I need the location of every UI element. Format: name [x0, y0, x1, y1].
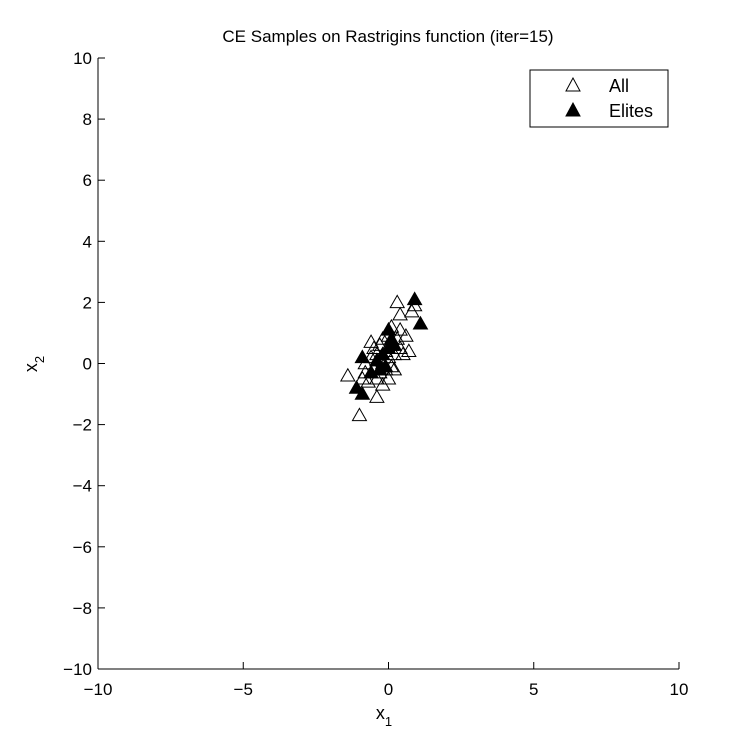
chart-title: CE Samples on Rastrigins function (iter=… — [222, 27, 553, 46]
all-point — [395, 346, 411, 361]
y-tick-label: −8 — [73, 599, 92, 618]
all-point — [392, 321, 408, 336]
elite-point — [406, 291, 423, 306]
y-tick-label: 4 — [83, 232, 92, 251]
legend-label-elites: Elites — [609, 101, 653, 121]
x-axis-label-base: x — [376, 703, 385, 723]
all-point — [392, 306, 408, 321]
x-axis-label-sub: 1 — [385, 714, 392, 729]
x-axis-label: x1 — [376, 703, 392, 729]
all-point — [398, 327, 414, 342]
y-tick-label: −10 — [63, 660, 92, 679]
all-point — [400, 343, 417, 358]
y-tick-label: 6 — [83, 171, 92, 190]
all-point — [363, 334, 379, 348]
all-point — [351, 407, 368, 422]
y-ticks: −10 −8 −6 −4 −2 0 2 4 6 8 10 — [63, 49, 105, 679]
legend-box — [529, 69, 669, 128]
y-axis-label-base: x — [21, 363, 41, 372]
legend-elites-marker-icon — [565, 101, 581, 117]
elite-point — [386, 337, 403, 351]
x-tick-label: 0 — [384, 680, 393, 699]
elite-point — [354, 349, 371, 364]
x-tick-label: 5 — [529, 680, 538, 699]
all-point — [339, 367, 356, 382]
legend-all-marker-icon — [565, 76, 581, 92]
legend-label-all: All — [609, 76, 629, 96]
elite-point — [354, 386, 371, 400]
x-tick-label: −10 — [84, 680, 113, 699]
elite-point — [380, 321, 397, 336]
y-tick-label: −6 — [73, 538, 92, 557]
y-tick-label: −2 — [73, 416, 92, 435]
y-axis-label: x2 — [21, 356, 47, 372]
all-point — [380, 370, 397, 385]
y-tick-label: −4 — [73, 477, 92, 496]
all-point — [369, 389, 385, 403]
all-point — [374, 331, 391, 345]
y-tick-label: 8 — [83, 110, 92, 129]
x-ticks: −10 −5 0 5 10 — [84, 662, 689, 699]
y-axis-label-sub: 2 — [32, 356, 47, 363]
y-tick-label: 10 — [73, 49, 92, 68]
y-tick-label: 2 — [83, 293, 92, 312]
elite-point — [412, 315, 429, 330]
legend: All Elites — [529, 69, 669, 128]
x-tick-label: −5 — [234, 680, 253, 699]
series-elites — [348, 291, 429, 400]
all-point — [366, 340, 382, 354]
x-tick-label: 10 — [670, 680, 689, 699]
y-tick-label: 0 — [83, 355, 92, 374]
elite-point — [377, 358, 394, 373]
all-point — [389, 294, 406, 309]
